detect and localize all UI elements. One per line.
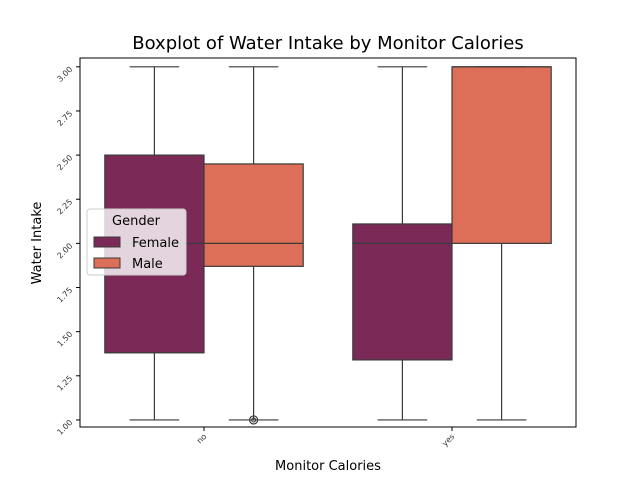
legend-swatch-male [93, 257, 121, 269]
y-tick-label: 2.75 [55, 109, 74, 128]
legend-label-female: Female [132, 236, 179, 251]
y-tick-label: 1.75 [55, 286, 74, 305]
plot-area [79, 57, 577, 428]
y-tick-label: 2.00 [55, 241, 74, 260]
chart-title: Boxplot of Water Intake by Monitor Calor… [132, 33, 523, 54]
x-tick-label: yes [440, 432, 456, 448]
y-tick-label: 3.00 [55, 65, 74, 84]
legend-label-male: Male [132, 257, 163, 272]
x-axis-label: Monitor Calories [275, 459, 381, 474]
x-tick-label: no [195, 432, 208, 445]
outlier-point-inner [251, 417, 257, 423]
legend-title: Gender [112, 214, 161, 229]
y-tick-label: 1.25 [55, 374, 74, 393]
y-axis-label: Water Intake [30, 202, 45, 285]
legend-swatch-female [93, 236, 121, 248]
legend: Gender Female Male [86, 208, 187, 276]
y-tick-label: 1.50 [55, 330, 74, 349]
y-tick-label: 2.50 [55, 153, 74, 172]
y-axis: 1.00 1.25 1.50 1.75 2.00 2.25 2.50 2.75 3.00 [55, 65, 80, 437]
box-male-yes [451, 66, 552, 244]
boxes [104, 66, 552, 425]
box-male-no [203, 163, 304, 267]
x-axis: no yes [195, 427, 456, 448]
y-tick-label: 2.25 [55, 197, 74, 216]
box-female-yes [352, 223, 453, 361]
outlier-point [249, 415, 259, 425]
y-tick-label: 1.00 [55, 418, 74, 437]
